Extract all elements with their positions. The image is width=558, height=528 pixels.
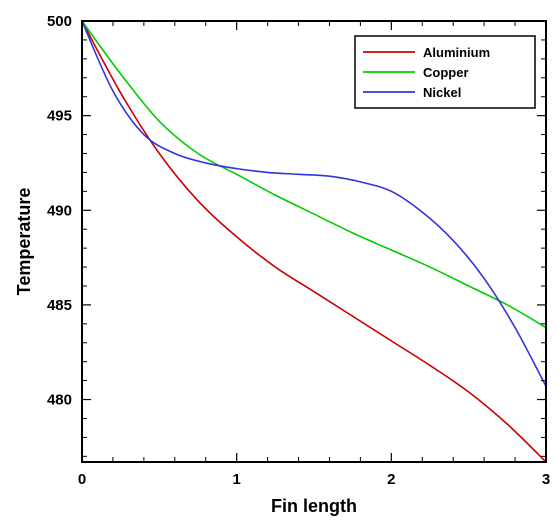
y-tick-label: 480	[47, 392, 72, 409]
x-tick-label: 3	[542, 471, 550, 488]
y-tick-label: 485	[47, 297, 72, 314]
series-group	[81, 20, 547, 463]
x-tick-label: 2	[387, 471, 395, 488]
x-tick-label: 1	[232, 471, 240, 488]
y-axis-title: Temperature	[14, 188, 34, 296]
legend: Aluminium Copper Nickel	[354, 35, 536, 109]
tick-group: 0 1 2 3 480 485 490 495 500	[47, 13, 550, 488]
series-line-aluminium	[81, 20, 547, 463]
x-tick-label: 0	[78, 471, 86, 488]
y-tick-label: 500	[47, 13, 72, 30]
legend-label-nickel: Nickel	[423, 85, 461, 100]
plot-frame	[81, 20, 547, 463]
legend-label-aluminium: Aluminium	[423, 45, 490, 60]
y-tick-label: 495	[47, 108, 72, 125]
series-line-copper	[81, 20, 547, 329]
y-tick-label: 490	[47, 202, 72, 219]
series-line-nickel	[81, 20, 547, 387]
legend-label-copper: Copper	[423, 65, 469, 80]
x-axis-title: Fin length	[271, 496, 357, 516]
